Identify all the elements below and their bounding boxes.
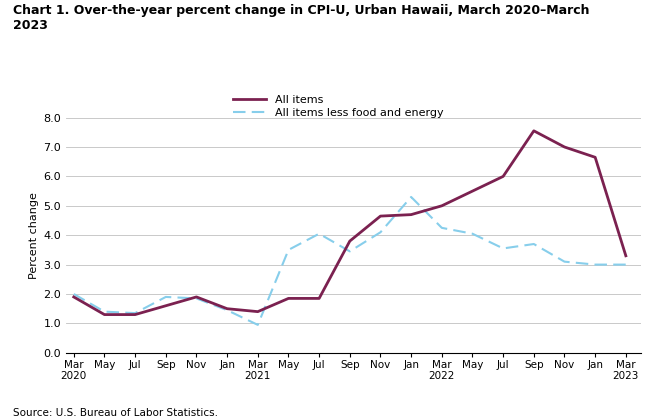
All items less food and energy bbox=[499, 246, 507, 251]
All items bbox=[499, 174, 507, 179]
All items less food and energy bbox=[162, 294, 170, 299]
All items bbox=[407, 212, 415, 217]
All items less food and energy bbox=[591, 262, 599, 267]
All items less food and energy bbox=[377, 230, 385, 235]
All items less food and energy bbox=[315, 231, 323, 236]
Y-axis label: Percent change: Percent change bbox=[29, 192, 39, 278]
All items bbox=[131, 312, 139, 317]
All items bbox=[162, 303, 170, 308]
All items bbox=[438, 203, 446, 208]
All items less food and energy bbox=[131, 310, 139, 316]
Legend: All items, All items less food and energy: All items, All items less food and energ… bbox=[233, 95, 444, 118]
All items bbox=[561, 144, 568, 150]
All items less food and energy bbox=[284, 247, 292, 252]
Text: Chart 1. Over-the-year percent change in CPI-U, Urban Hawaii, March 2020–March
2: Chart 1. Over-the-year percent change in… bbox=[13, 4, 590, 32]
All items bbox=[254, 309, 262, 314]
All items bbox=[284, 296, 292, 301]
All items less food and energy bbox=[469, 231, 477, 236]
All items less food and energy bbox=[622, 262, 630, 267]
All items bbox=[223, 306, 231, 311]
All items bbox=[100, 312, 108, 317]
All items bbox=[377, 213, 385, 218]
All items bbox=[315, 296, 323, 301]
All items bbox=[530, 129, 538, 134]
All items bbox=[469, 189, 477, 194]
All items less food and energy bbox=[530, 241, 538, 247]
All items less food and energy bbox=[438, 225, 446, 230]
All items bbox=[346, 239, 354, 244]
All items less food and energy bbox=[561, 259, 568, 264]
All items less food and energy bbox=[346, 249, 354, 254]
All items bbox=[622, 253, 630, 258]
All items less food and energy bbox=[70, 291, 78, 297]
All items less food and energy bbox=[254, 323, 262, 328]
Line: All items: All items bbox=[74, 131, 626, 315]
All items bbox=[70, 294, 78, 299]
Text: Source: U.S. Bureau of Labor Statistics.: Source: U.S. Bureau of Labor Statistics. bbox=[13, 408, 218, 418]
Line: All items less food and energy: All items less food and energy bbox=[74, 197, 626, 325]
All items less food and energy bbox=[192, 296, 200, 301]
All items less food and energy bbox=[407, 194, 415, 200]
All items less food and energy bbox=[100, 309, 108, 314]
All items bbox=[591, 155, 599, 160]
All items less food and energy bbox=[223, 307, 231, 312]
All items bbox=[192, 294, 200, 299]
